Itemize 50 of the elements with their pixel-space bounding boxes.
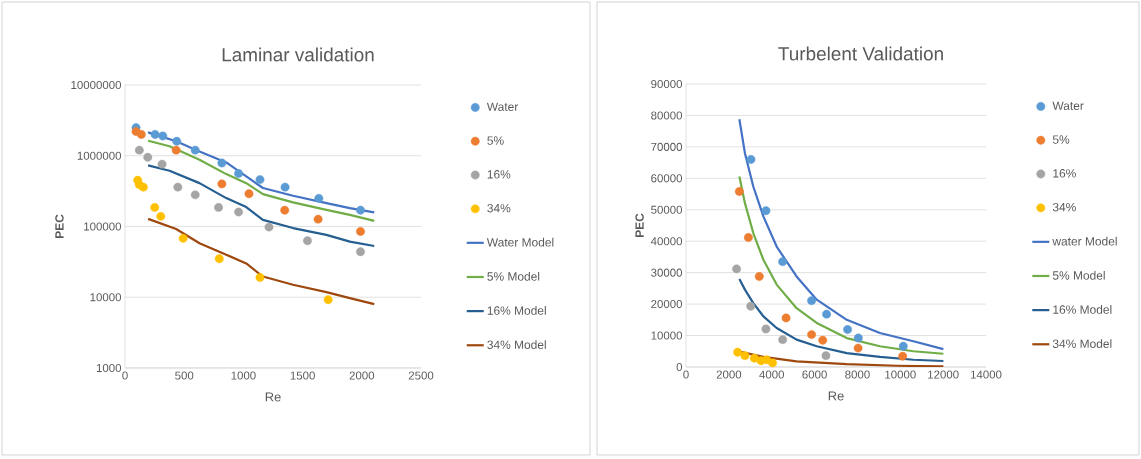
legend-label: 34% [487,203,511,213]
y-tick-label: 20000 [651,300,683,309]
x-tick-label: 2000 [349,371,375,380]
legend-label: Water [486,102,519,111]
y-tick-label: 100000 [84,222,122,231]
legend-label: 5% Model [1052,270,1105,280]
y-tick-label: 10000 [90,293,122,302]
legend-label: Water [1052,101,1084,110]
y-tick-label: 1000000 [77,151,122,160]
x-tick-label: 10000 [885,370,916,379]
x-tick-label: 2000 [716,370,742,379]
y-tick-label: 70000 [651,142,683,151]
x-tick-label: 14000 [970,370,1002,379]
x-tick-label: 6000 [802,370,827,379]
x-tick-label: 1500 [290,371,315,380]
chart-title: Turbelent Validation [778,46,943,61]
y-tick-label: 40000 [650,237,683,246]
legend-label: 16% [487,170,511,179]
chart-title: Laminar validation [222,47,374,62]
y-tick-label: 10000000 [71,80,122,90]
y-axis-title: PEC [635,213,644,237]
y-tick-label: 30000 [651,268,683,277]
y-tick-label: 80000 [651,111,683,120]
legend-label: 34% Model [1052,339,1112,348]
y-tick-label: 50000 [651,205,683,214]
x-tick-label: 8000 [845,370,870,379]
legend-label: 16% Model [487,306,546,315]
legend-label: 16% [1053,169,1076,178]
x-tick-label: 4000 [759,370,785,379]
legend-label: water Model [1052,236,1117,246]
y-axis-title: PEC [55,214,64,238]
legend-label: 5% [487,136,504,145]
legend-label: 5% Model [487,271,540,281]
y-tick-label: 0 [676,362,683,372]
legend-label: 5% [1052,135,1070,144]
x-axis-title: Re [828,391,844,401]
y-tick-label: 60000 [651,174,683,183]
y-tick-label: 90000 [651,79,683,89]
x-tick-label: 2500 [408,371,434,380]
x-tick-label: 0 [122,371,128,380]
y-tick-label: 10000 [651,331,683,340]
legend-label: 16% Model [1053,305,1112,314]
legend-label: Water Model [486,237,554,247]
x-tick-label: 12000 [928,370,959,379]
x-tick-label: 500 [175,371,194,380]
legend-label: 34% [1052,202,1076,212]
x-tick-label: 0 [683,370,689,379]
legend-label: 34% Model [487,340,546,349]
x-tick-label: 1000 [231,371,256,380]
x-axis-title: Re [265,392,281,402]
